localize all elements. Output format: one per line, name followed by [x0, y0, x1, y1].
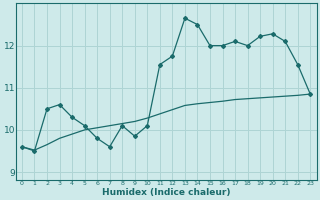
X-axis label: Humidex (Indice chaleur): Humidex (Indice chaleur)	[102, 188, 230, 197]
